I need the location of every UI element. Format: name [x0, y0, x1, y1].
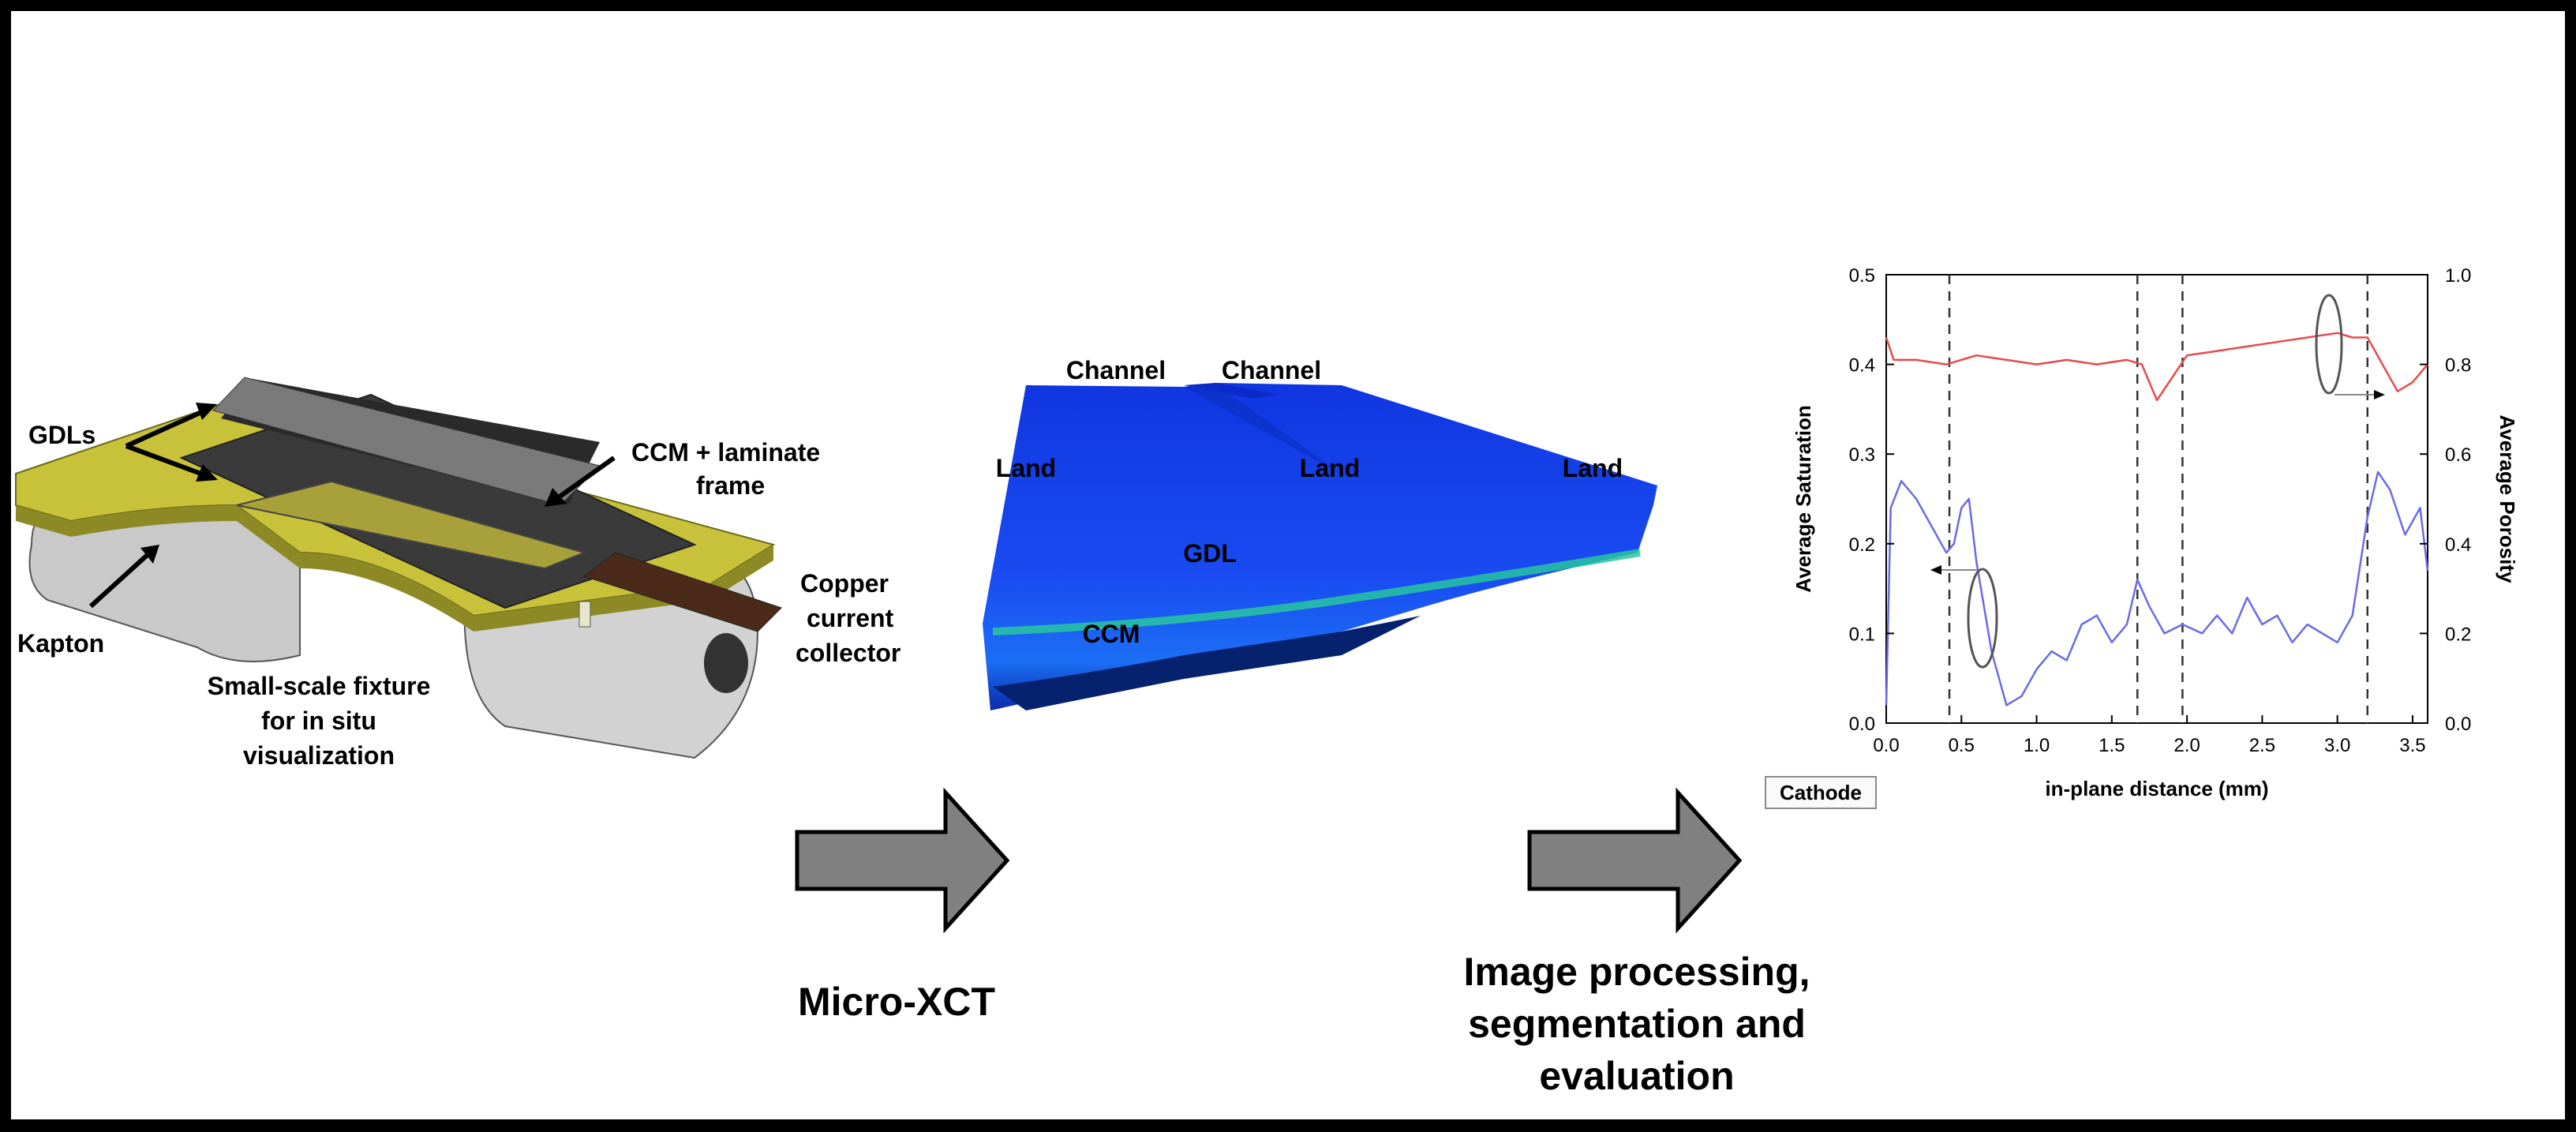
xct-render: Channel Channel Land Land Land GDL CCM	[983, 356, 1657, 710]
copper-collector	[582, 552, 782, 632]
y2-tick-label-0: 0.0	[2445, 714, 2471, 735]
xct-label-land-3: Land	[1563, 454, 1623, 482]
step-processing-line3: evaluation	[1539, 1054, 1734, 1098]
label-copper-line2: current	[807, 604, 894, 632]
x-tick-label-6: 3.0	[2324, 735, 2350, 756]
section-lines	[1948, 275, 2369, 723]
y-tick-label-3: 0.3	[1849, 444, 1875, 466]
fixture-illustration: GDLs CCM + laminate frame Copper current…	[15, 377, 900, 770]
x-tick-label-1: 0.5	[1949, 735, 1975, 756]
step-processing-line1: Image processing,	[1463, 950, 1810, 994]
porosity-line	[1885, 332, 2428, 402]
xct-ccm-layer	[992, 549, 1641, 635]
xct-label-land-2: Land	[1300, 454, 1360, 482]
fixture-pin	[578, 601, 591, 628]
step-micro-xct: Micro-XCT	[798, 980, 995, 1024]
annotations	[1930, 294, 2385, 669]
label-copper-line1: Copper	[800, 569, 889, 598]
fixture-arrowheads	[140, 403, 567, 564]
fixture-caption-line1: Small-scale fixture	[208, 672, 431, 700]
x-tick-label-4: 2.0	[2174, 735, 2200, 756]
label-kapton: Kapton	[17, 629, 104, 658]
xct-volume	[983, 383, 1657, 710]
label-ccm-line1: CCM + laminate	[631, 438, 820, 467]
fixture-arrows	[88, 408, 616, 609]
arrow-processing	[1527, 787, 1743, 934]
y-tick-label-0: 0.0	[1849, 714, 1875, 735]
cathode-button[interactable]: Cathode	[1765, 776, 1877, 809]
annotation-ellipse-porosity	[2315, 294, 2343, 395]
series-lines	[1885, 332, 2429, 707]
y-tick-label-2: 0.2	[1849, 534, 1875, 556]
fixture-caption-line3: visualization	[243, 741, 395, 770]
active-area	[236, 480, 587, 570]
x-tick-label-0: 0.0	[1873, 735, 1899, 756]
fixture-hole	[704, 633, 748, 693]
xct-label-ccm: CCM	[1083, 620, 1140, 648]
step-processing-line2: segmentation and	[1468, 1002, 1806, 1046]
xct-label-channel-2: Channel	[1222, 356, 1321, 384]
axis-ticks: 0.0 0.5 1.0 1.5 2.0 2.5 3.0 3.5 0.0 0.1 0.2 0.3 0.4 0…	[1849, 265, 2472, 756]
saturation-porosity-chart: 0.0 0.5 1.0 1.5 2.0 2.5 3.0 3.5 0.0 0.1 0.2 0.3 0.4 0…	[1792, 265, 2519, 800]
y-tick-label-1: 0.1	[1849, 624, 1875, 645]
y-tick-label-5: 0.5	[1849, 265, 1875, 287]
xct-label-land-1: Land	[996, 454, 1056, 482]
y2-tick-label-5: 1.0	[2445, 265, 2471, 287]
annotation-arrowhead-porosity	[2374, 390, 2385, 399]
x-tick-label-5: 2.5	[2249, 735, 2275, 756]
xct-bottom-edge	[993, 616, 1421, 710]
kapton-edge	[16, 505, 773, 632]
x-axis-label: in-plane distance (mm)	[2045, 777, 2268, 800]
label-gdls: GDLs	[28, 421, 95, 449]
x-tick-label-7: 3.5	[2399, 735, 2425, 756]
fixture-caption-line2: for in situ	[261, 707, 376, 735]
arrow-micro-xct	[795, 787, 1010, 934]
xct-label-channel-1: Channel	[1066, 356, 1166, 384]
saturation-line	[1885, 470, 2429, 707]
y2-axis-label: Average Porosity	[2496, 415, 2519, 583]
y2-tick-label-3: 0.6	[2445, 444, 2471, 466]
x-tick-label-2: 1.0	[2024, 735, 2050, 756]
y-axis-label: Average Saturation	[1792, 405, 1815, 592]
label-copper-line3: collector	[796, 639, 900, 667]
y2-tick-label-4: 0.8	[2445, 355, 2471, 377]
y2-tick-label-2: 0.4	[2445, 534, 2471, 556]
annotation-ellipse-saturation	[1967, 568, 1998, 669]
label-ccm-line2: frame	[696, 471, 765, 500]
xct-label-gdl: GDL	[1183, 539, 1237, 568]
annotation-arrowhead-saturation	[1930, 565, 1941, 575]
xct-channel-groove	[1184, 384, 1342, 474]
y-tick-label-4: 0.4	[1849, 355, 1875, 377]
x-tick-label-3: 1.5	[2099, 735, 2125, 756]
plot-frame	[1885, 274, 2428, 724]
y2-tick-label-1: 0.2	[2445, 624, 2471, 645]
